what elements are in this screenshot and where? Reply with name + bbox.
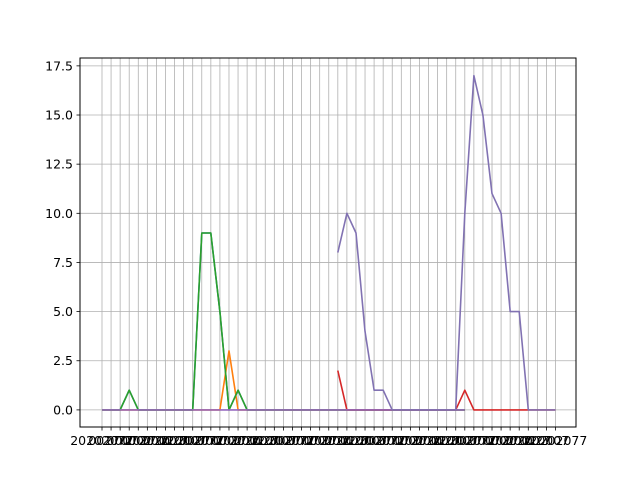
x-tick-label: 20202077 [161,433,225,448]
x-axis-ticks [101,427,556,431]
x-tick-label: 00072020 [197,433,261,448]
y-axis-ticks: 0.0 2.5 5.0 7.5 10.0 12.5 15.0 17.5 [45,58,80,417]
y-tick-label: 0.0 [53,402,73,417]
x-tick-label: 20202077 [70,433,134,448]
x-axis-tick-labels: 2020207700270002000720202077002700020007… [70,433,587,448]
x-tick-label: 00072020 [106,433,170,448]
y-tick-label: 17.5 [45,58,73,73]
x-tick-label: 00270002 [270,433,334,448]
x-tick-label: 00072020 [379,433,443,448]
y-tick-label: 2.5 [53,353,73,368]
x-tick-label: 00270002 [360,433,424,448]
x-gridlines [101,58,556,427]
x-tick-label: 20202077 [252,433,316,448]
x-tick-label: 20202077 [433,433,497,448]
x-tick-label: 20202077 [524,433,588,448]
y-tick-label: 15.0 [45,108,73,123]
x-tick-label: 00020007 [233,433,297,448]
series-lines [102,74,556,411]
x-tick-label: 20770027 [215,433,279,448]
x-tick-label: 20202077 [342,433,406,448]
x-tick-label: 00270002 [451,433,515,448]
x-tick-label: 20770027 [306,433,370,448]
x-tick-label: 20770027 [487,433,551,448]
x-tick-label: 00072020 [288,433,352,448]
x-tick-label: 00072020 [469,433,533,448]
series-line [337,74,556,411]
plot-area [80,58,576,427]
y-tick-label: 5.0 [53,304,73,319]
y-tick-label: 12.5 [45,157,73,172]
x-tick-label: 00020007 [415,433,479,448]
plot-frame [79,57,577,428]
x-tick-label: 00020007 [324,433,388,448]
y-tick-label: 10.0 [45,206,73,221]
x-tick-label: 00020007 [143,433,207,448]
x-tick-label: 20770027 [125,433,189,448]
x-tick-label: 00270002 [88,433,152,448]
x-tick-label: 00020007 [506,433,570,448]
y-tick-label: 7.5 [53,255,73,270]
x-tick-label: 00270002 [179,433,243,448]
y-gridlines [80,65,576,411]
x-tick-label: 20770027 [397,433,461,448]
